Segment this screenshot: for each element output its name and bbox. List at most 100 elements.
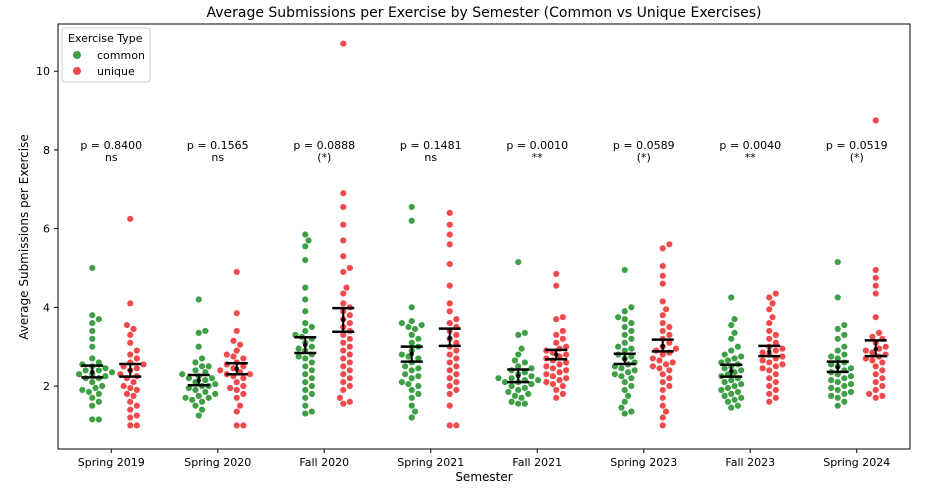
x-tick-label: Spring 2021	[397, 456, 464, 469]
significance-label: **	[532, 151, 544, 164]
data-point-common	[847, 388, 855, 396]
data-point-unique	[340, 347, 347, 354]
data-point-common	[405, 380, 412, 388]
data-point-unique	[133, 355, 140, 362]
data-point-unique	[872, 363, 879, 370]
data-point-unique	[127, 215, 134, 222]
data-point-common	[841, 351, 848, 358]
data-point-unique	[563, 375, 570, 382]
data-point-common	[302, 296, 309, 303]
data-point-common	[75, 371, 83, 378]
data-point-unique	[446, 282, 453, 289]
data-point-common	[731, 382, 738, 390]
data-point-unique	[127, 406, 134, 413]
data-point-common	[308, 323, 315, 331]
data-point-unique	[666, 382, 673, 390]
data-point-unique	[659, 414, 666, 421]
data-point-common	[841, 375, 848, 382]
data-point-unique	[666, 323, 673, 331]
data-point-unique	[772, 394, 779, 401]
data-point-unique	[882, 343, 889, 350]
data-point-unique	[240, 382, 247, 390]
data-point-common	[198, 406, 206, 413]
data-point-common	[408, 375, 415, 382]
data-point-common	[408, 331, 415, 338]
data-point-common	[408, 394, 415, 401]
data-point-unique	[453, 316, 460, 323]
data-point-common	[195, 296, 202, 303]
data-point-unique	[133, 402, 140, 409]
data-point-common	[89, 416, 96, 423]
data-point-unique	[879, 382, 886, 390]
data-point-common	[724, 357, 732, 364]
data-point-common	[305, 237, 312, 244]
data-point-common	[89, 319, 96, 327]
p-value-label: p = 0.8400	[80, 139, 142, 152]
data-point-unique	[446, 319, 453, 327]
data-point-unique	[240, 363, 247, 370]
data-point-unique	[659, 262, 666, 270]
data-point-unique	[340, 40, 347, 47]
data-point-common	[89, 394, 96, 401]
data-point-unique	[233, 408, 240, 415]
data-point-common	[511, 357, 519, 364]
data-point-unique	[130, 392, 137, 399]
data-point-unique	[230, 337, 237, 344]
data-point-unique	[766, 390, 773, 398]
data-point-common	[515, 331, 522, 338]
data-point-unique	[446, 367, 453, 374]
data-point-common	[82, 367, 89, 374]
data-point-common	[834, 294, 841, 301]
data-point-unique	[336, 394, 344, 401]
p-value-label: p = 0.0888	[293, 139, 355, 152]
data-point-common	[398, 379, 405, 386]
data-point-unique	[453, 339, 460, 346]
data-point-unique	[233, 268, 240, 276]
data-point-unique	[346, 312, 353, 319]
data-point-common	[847, 365, 855, 372]
data-point-unique	[779, 361, 786, 368]
data-point-common	[408, 367, 415, 374]
data-point-unique	[346, 319, 353, 327]
data-point-common	[195, 412, 202, 419]
data-point-unique	[543, 371, 550, 378]
data-point-unique	[127, 422, 134, 429]
data-point-unique	[659, 379, 666, 386]
data-point-unique	[236, 402, 244, 409]
data-point-unique	[446, 382, 453, 390]
x-axis-label: Semester	[455, 470, 512, 484]
data-point-unique	[553, 331, 560, 338]
data-point-unique	[453, 355, 460, 362]
legend-label-common: common	[97, 49, 145, 62]
data-point-unique	[659, 245, 666, 252]
data-point-common	[411, 408, 419, 415]
y-tick-label: 8	[43, 144, 50, 157]
data-point-unique	[127, 398, 134, 405]
data-point-unique	[340, 268, 347, 276]
data-point-common	[195, 329, 202, 337]
data-point-common	[628, 327, 635, 335]
data-point-unique	[446, 402, 453, 409]
data-point-unique	[559, 314, 566, 321]
data-point-common	[408, 414, 415, 421]
data-point-common	[302, 363, 309, 370]
data-point-unique	[759, 357, 766, 364]
data-point-unique	[659, 319, 666, 327]
data-point-unique	[133, 365, 140, 372]
data-point-unique	[346, 375, 353, 382]
data-point-unique	[556, 369, 563, 376]
data-point-unique	[659, 280, 666, 287]
data-point-unique	[659, 312, 666, 319]
data-point-unique	[766, 335, 773, 342]
x-tick-label: Fall 2021	[512, 456, 562, 469]
data-point-common	[828, 384, 835, 392]
data-point-unique	[549, 365, 557, 372]
data-point-common	[415, 373, 422, 380]
mean-marker	[835, 364, 840, 370]
data-point-common	[734, 388, 741, 396]
data-point-unique	[766, 375, 773, 382]
data-point-common	[302, 327, 309, 335]
data-point-common	[511, 392, 519, 399]
data-point-common	[615, 314, 622, 321]
